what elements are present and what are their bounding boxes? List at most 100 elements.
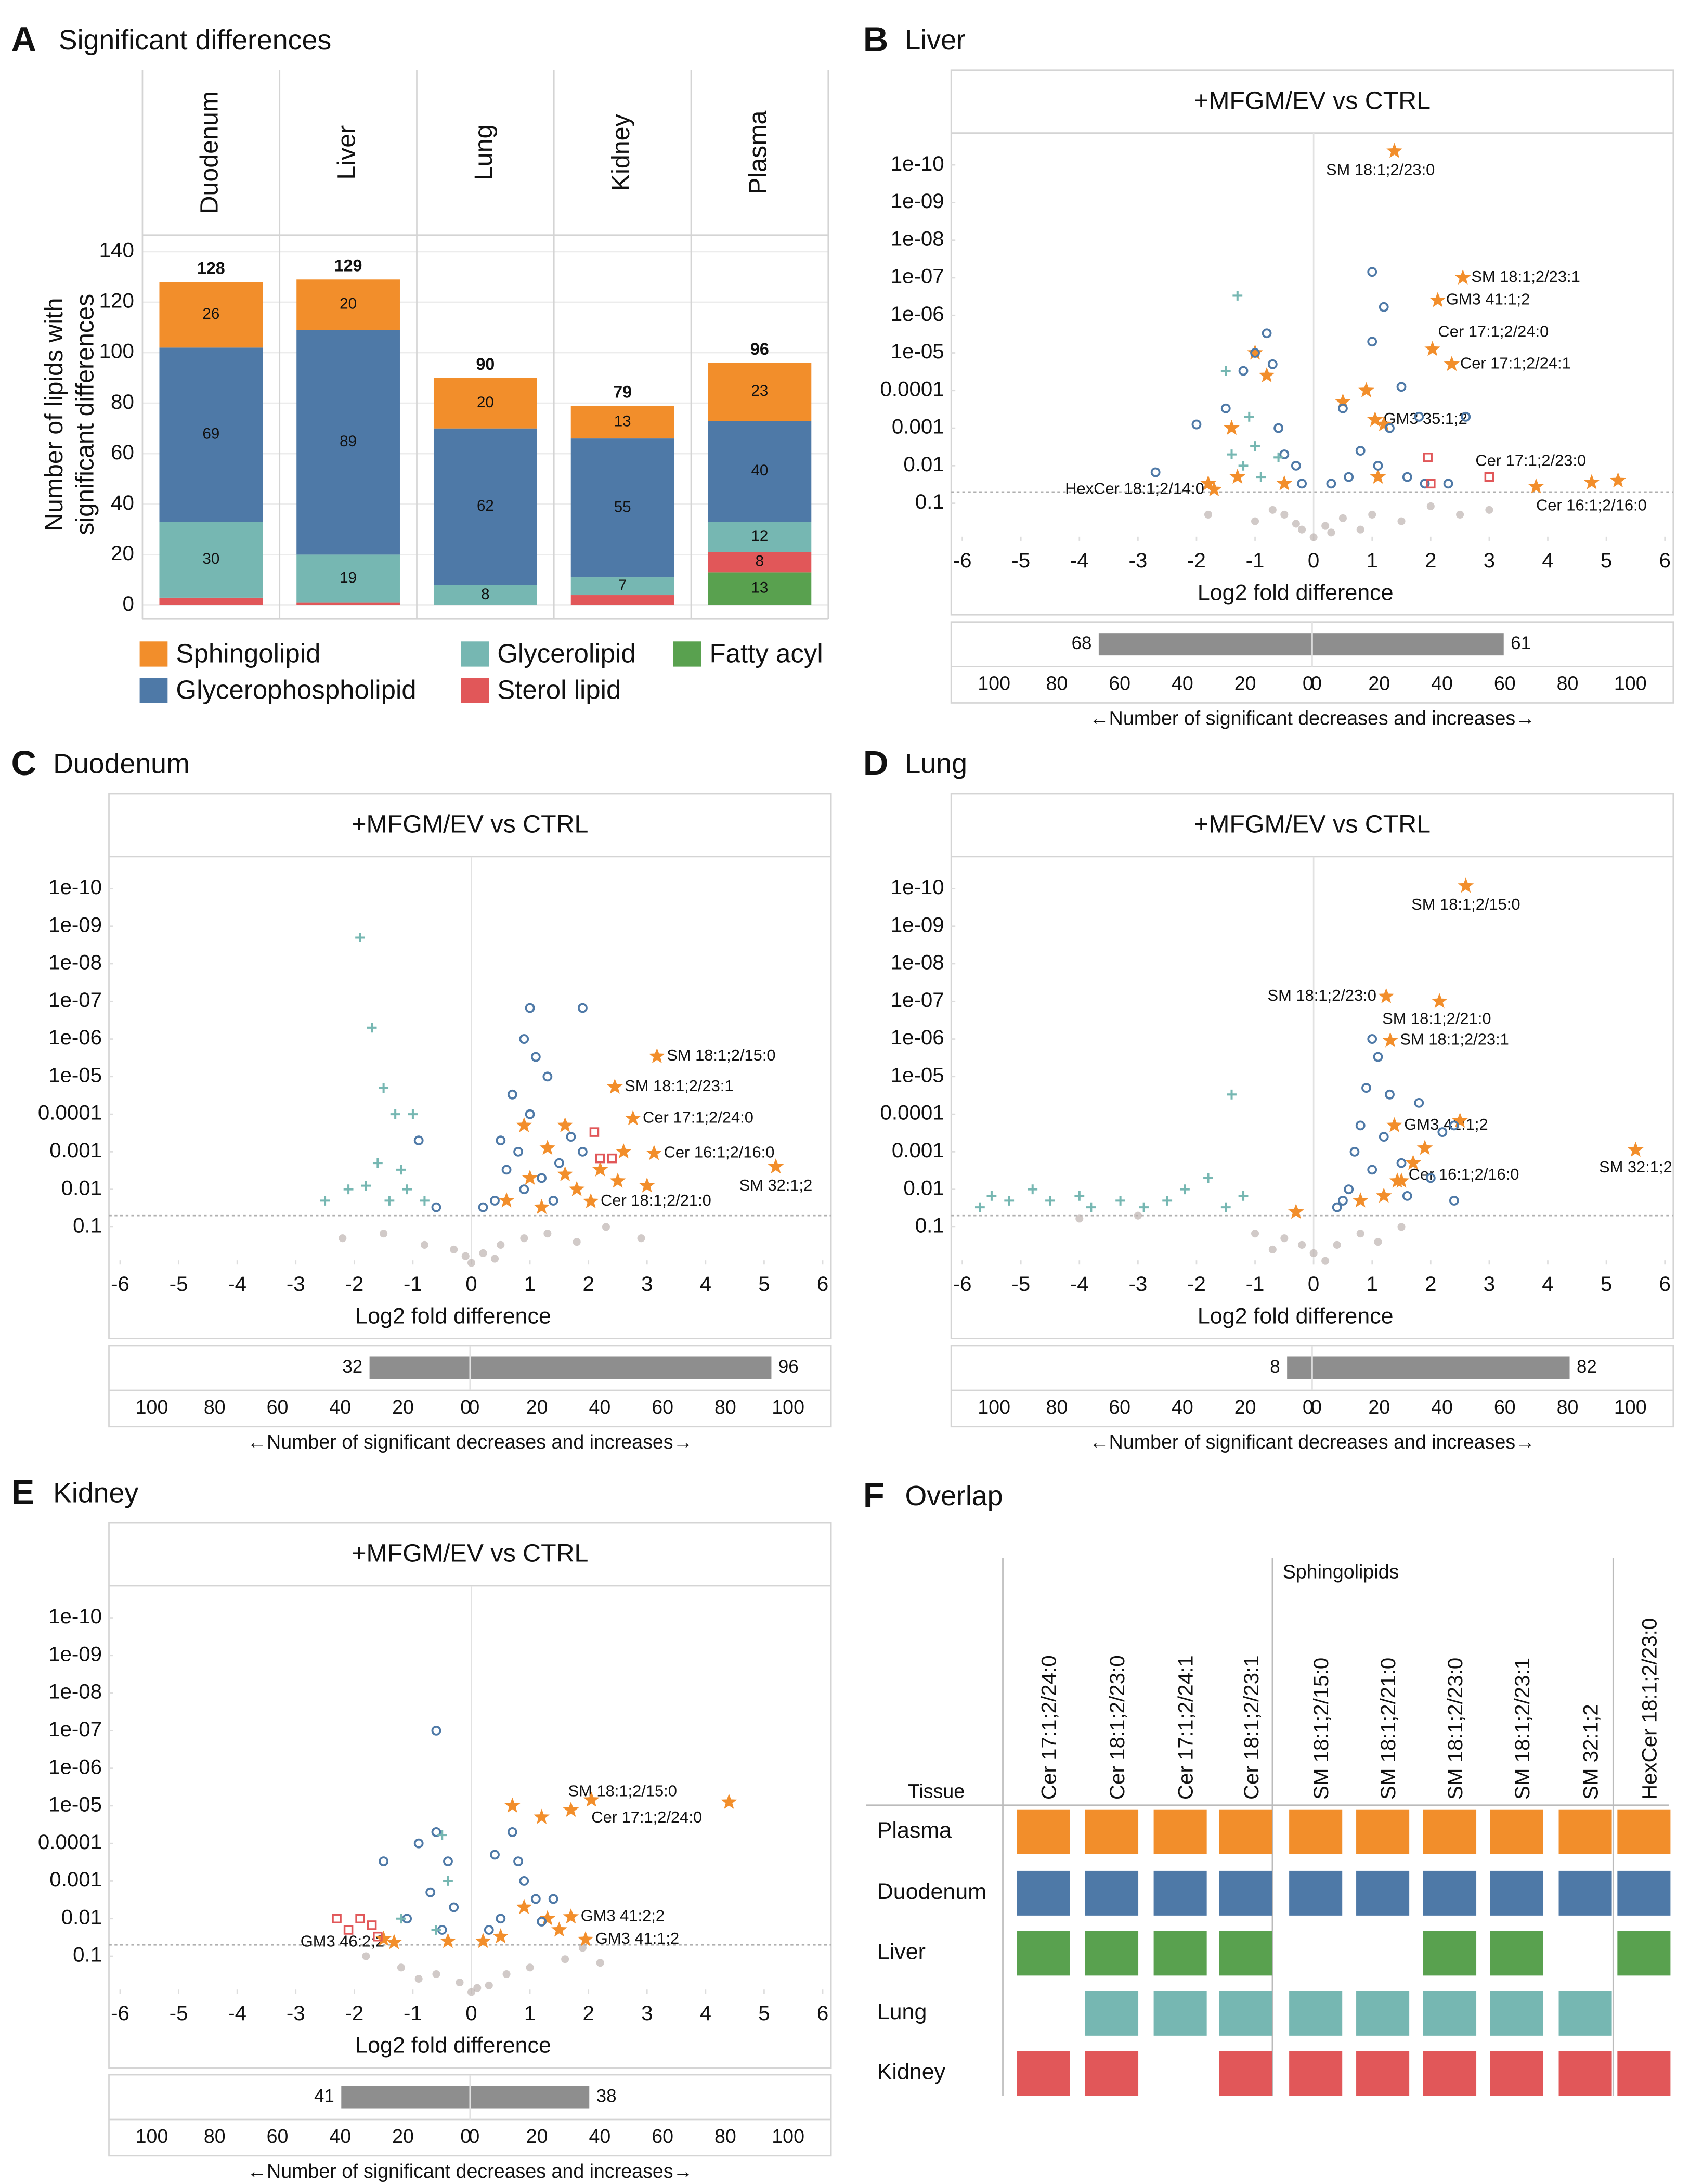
count-tick-label: 60 — [652, 1396, 673, 1418]
count-tick-label: 60 — [267, 1396, 289, 1418]
point-star — [625, 1110, 641, 1126]
point-plus — [1203, 1173, 1213, 1183]
x-tick-label: 2 — [1425, 549, 1436, 572]
overlap-cell — [1617, 1931, 1671, 1976]
overlap-cell — [1017, 1931, 1070, 1976]
point-star — [646, 1145, 662, 1160]
count-tick-label: 80 — [204, 1396, 226, 1418]
count-axis-label: ←Number of significant decreases and inc… — [247, 1431, 693, 1453]
count-tick-label: 0 — [1303, 1396, 1314, 1418]
point-label: SM 18:1;2/23:0 — [1326, 160, 1435, 178]
point-nonsignificant — [1280, 1234, 1289, 1243]
point-plus — [372, 1158, 383, 1168]
point-star — [582, 1193, 599, 1208]
point-label: SM 18:1;2/15:0 — [568, 1781, 677, 1800]
point-nonsignificant — [1204, 510, 1213, 519]
row-label: Plasma — [877, 1818, 952, 1843]
point-circle — [1326, 479, 1336, 489]
point-nonsignificant — [473, 1984, 482, 1992]
y-tick-label: 0.0001 — [880, 1101, 944, 1125]
overlap-cell — [1153, 1870, 1207, 1916]
point-plus — [1115, 1196, 1126, 1206]
overlap-cell — [1558, 2051, 1612, 2096]
point-nonsignificant — [1321, 522, 1330, 530]
category-label: Plasma — [744, 111, 772, 195]
y-tick-label: 1e-07 — [891, 988, 944, 1012]
point-circle — [1367, 337, 1377, 347]
point-label: GM3 35:1;2 — [1383, 409, 1467, 428]
point-nonsignificant — [467, 1988, 476, 1996]
panel-title: Duodenum — [53, 748, 190, 780]
bar-segment — [570, 595, 674, 605]
point-nonsignificant — [420, 1240, 428, 1249]
y-tick-label: 0.001 — [892, 1139, 944, 1162]
bar-segment — [433, 428, 537, 585]
total-label: 79 — [613, 382, 632, 401]
point-label: Cer 17:1;2/24:1 — [1460, 354, 1571, 372]
point-square — [595, 1153, 605, 1164]
point-label: GM3 46:2;2 — [301, 1932, 384, 1950]
y-tick-label: 0.1 — [73, 1943, 102, 1967]
y-tick-label: 1e-06 — [891, 302, 944, 326]
point-plus — [343, 1184, 354, 1195]
legend-swatch — [139, 678, 168, 703]
overlap-cell — [1289, 1991, 1343, 2036]
point-star — [1258, 367, 1275, 383]
point-nonsignificant — [397, 1963, 405, 1972]
x-axis-label: Log2 fold difference — [355, 2033, 551, 2058]
x-tick-label: -1 — [1246, 549, 1265, 572]
point-circle — [496, 1914, 506, 1924]
point-plus — [443, 1876, 453, 1886]
count-tick-label: 80 — [714, 2125, 736, 2147]
point-circle — [1437, 1127, 1448, 1137]
point-plus — [367, 1023, 377, 1033]
point-star — [607, 1078, 623, 1094]
point-square — [355, 1914, 365, 1923]
point-circle — [554, 1158, 564, 1168]
increase-label: 61 — [1511, 633, 1531, 653]
count-tick-label: 20 — [1234, 672, 1256, 694]
x-tick-label: -2 — [1187, 549, 1206, 572]
overlap-cell — [1219, 1991, 1272, 2036]
y-tick-label: 1e-06 — [891, 1026, 944, 1049]
point-circle — [542, 1071, 553, 1082]
count-tick-label: 20 — [1368, 672, 1390, 694]
x-tick-label: -1 — [404, 1272, 422, 1296]
count-tick-label: 40 — [329, 2125, 351, 2147]
count-tick-label: 40 — [329, 1396, 351, 1418]
point-star — [1583, 474, 1600, 489]
y-tick-label: 0.001 — [49, 1868, 102, 1891]
count-tick-label: 100 — [1614, 672, 1647, 694]
value-label: 26 — [202, 305, 219, 322]
point-star — [1247, 344, 1263, 360]
count-tick-label: 0 — [469, 2125, 479, 2147]
y-tick-label: 0.01 — [903, 1176, 944, 1199]
x-axis-label: Log2 fold difference — [1198, 580, 1394, 605]
count-tick-label: 100 — [136, 2125, 168, 2147]
bar-segment — [433, 585, 537, 605]
x-tick-label: 5 — [758, 2001, 770, 2025]
y-tick-label: 0.001 — [49, 1139, 102, 1162]
point-plus — [1256, 472, 1266, 482]
overlap-cell — [1085, 1991, 1139, 2036]
overlap-cell — [1017, 1870, 1070, 1916]
point-star — [516, 1117, 532, 1132]
point-circle — [501, 1165, 512, 1175]
x-tick-label: -6 — [111, 2001, 129, 2025]
point-star — [1424, 341, 1441, 356]
y-tick-label: 1e-09 — [48, 1642, 102, 1665]
point-nonsignificant — [1456, 510, 1464, 519]
point-label: SM 18:1;2/21:0 — [1382, 1009, 1491, 1027]
count-tick-label: 100 — [978, 1396, 1010, 1418]
point-nonsignificant — [497, 1240, 505, 1249]
point-plus — [402, 1184, 412, 1195]
x-tick-label: 4 — [1542, 1272, 1553, 1296]
point-circle — [1291, 460, 1301, 471]
point-plus — [1273, 452, 1283, 462]
x-tick-label: 5 — [1601, 549, 1612, 572]
point-star — [1288, 1204, 1304, 1219]
point-star — [1528, 478, 1544, 494]
x-tick-label: 4 — [1542, 549, 1553, 572]
point-square — [343, 1925, 354, 1935]
count-tick-label: 20 — [526, 1396, 548, 1418]
